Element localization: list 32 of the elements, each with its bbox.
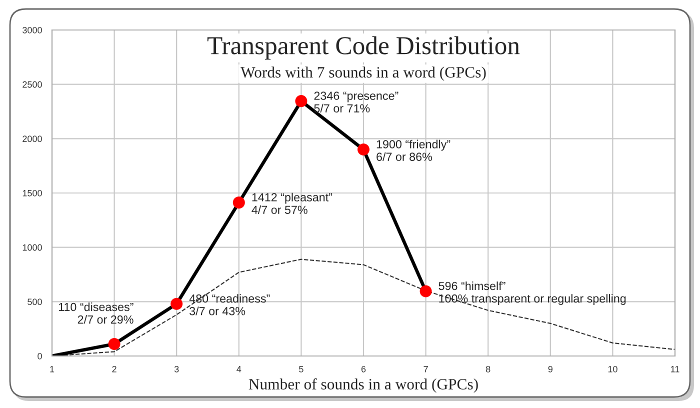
- x-tick-label: 1: [50, 366, 54, 372]
- x-tick-label: 3: [174, 366, 179, 372]
- point: [357, 144, 370, 156]
- point: [170, 298, 183, 310]
- text: Words with 7 sounds in a word (GPCs): [240, 66, 486, 81]
- annotation: 480 “readiness” 3/7 or 43%: [189, 294, 270, 316]
- y-tick-label: 1000: [22, 244, 42, 251]
- x-tick-label: 7: [424, 366, 428, 372]
- annotation: 1412 “pleasant” 4/7 or 57%: [252, 192, 332, 214]
- y-tick-label: 3000: [22, 26, 42, 34]
- x-tick-label: 11: [671, 366, 680, 372]
- point: [232, 196, 245, 209]
- x-tick-label: 6: [361, 366, 366, 372]
- annotation: 2346 “presence” 5/7 or 71%: [314, 92, 398, 112]
- x-tick-label: 2: [112, 366, 116, 372]
- y-tick-label: 1500: [22, 190, 42, 196]
- x-tick-label: 4: [236, 366, 242, 372]
- x-tick-label: 9: [548, 366, 552, 372]
- point: [108, 338, 120, 350]
- annotation: 110 “diseases” 2/7 or 29%: [58, 302, 134, 324]
- y-tick-label: 0: [38, 352, 42, 360]
- y-tick-label: 2500: [22, 81, 42, 88]
- point: [295, 95, 308, 108]
- y-tick-label: 2000: [22, 136, 42, 142]
- annotation: 1900 “friendly” 6/7 or 86%: [376, 140, 450, 161]
- x-tick-label: 8: [486, 366, 490, 372]
- x-tick-label: 10: [608, 366, 618, 372]
- point: [420, 285, 432, 298]
- chart-title: Transparent Code Distribution: [207, 36, 520, 60]
- x-axis-title: Number of sounds in a word (GPCs): [248, 378, 478, 393]
- y-tick-label: 500: [28, 298, 42, 306]
- x-tick-label: 5: [299, 366, 304, 372]
